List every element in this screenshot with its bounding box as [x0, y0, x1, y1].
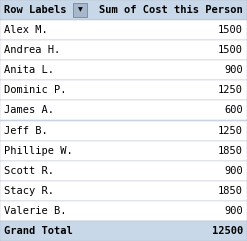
Text: Dominic P.: Dominic P. — [4, 85, 66, 95]
Text: 1250: 1250 — [218, 85, 243, 95]
Text: 1850: 1850 — [218, 146, 243, 156]
Bar — [0, 100, 247, 120]
Text: Andrea H.: Andrea H. — [4, 45, 60, 55]
Bar — [0, 141, 247, 161]
Text: 1500: 1500 — [218, 45, 243, 55]
Text: 1500: 1500 — [218, 25, 243, 35]
Bar — [73, 3, 87, 17]
Text: Anita L.: Anita L. — [4, 65, 54, 75]
Text: 900: 900 — [224, 65, 243, 75]
Text: 900: 900 — [224, 206, 243, 216]
Text: Grand Total: Grand Total — [4, 226, 73, 236]
Text: Stacy R.: Stacy R. — [4, 186, 54, 196]
Text: 900: 900 — [224, 166, 243, 176]
Bar — [0, 20, 247, 40]
Bar — [0, 161, 247, 181]
Bar — [0, 40, 247, 60]
Bar — [0, 0, 247, 20]
Bar — [0, 201, 247, 221]
Bar — [0, 60, 247, 80]
Text: 12500: 12500 — [212, 226, 243, 236]
Text: Sum of Cost this Person: Sum of Cost this Person — [99, 5, 243, 15]
Text: James A.: James A. — [4, 106, 54, 115]
Bar — [0, 80, 247, 100]
Text: Valerie B.: Valerie B. — [4, 206, 66, 216]
Text: Alex M.: Alex M. — [4, 25, 48, 35]
Text: Jeff B.: Jeff B. — [4, 126, 48, 135]
Text: 600: 600 — [224, 106, 243, 115]
Bar — [0, 120, 247, 141]
Text: ▼: ▼ — [78, 7, 82, 13]
Text: 1850: 1850 — [218, 186, 243, 196]
Bar — [0, 181, 247, 201]
Text: Row Labels: Row Labels — [4, 5, 66, 15]
Text: Scott R.: Scott R. — [4, 166, 54, 176]
Text: 1250: 1250 — [218, 126, 243, 135]
Bar — [0, 221, 247, 241]
Text: Phillipe W.: Phillipe W. — [4, 146, 73, 156]
